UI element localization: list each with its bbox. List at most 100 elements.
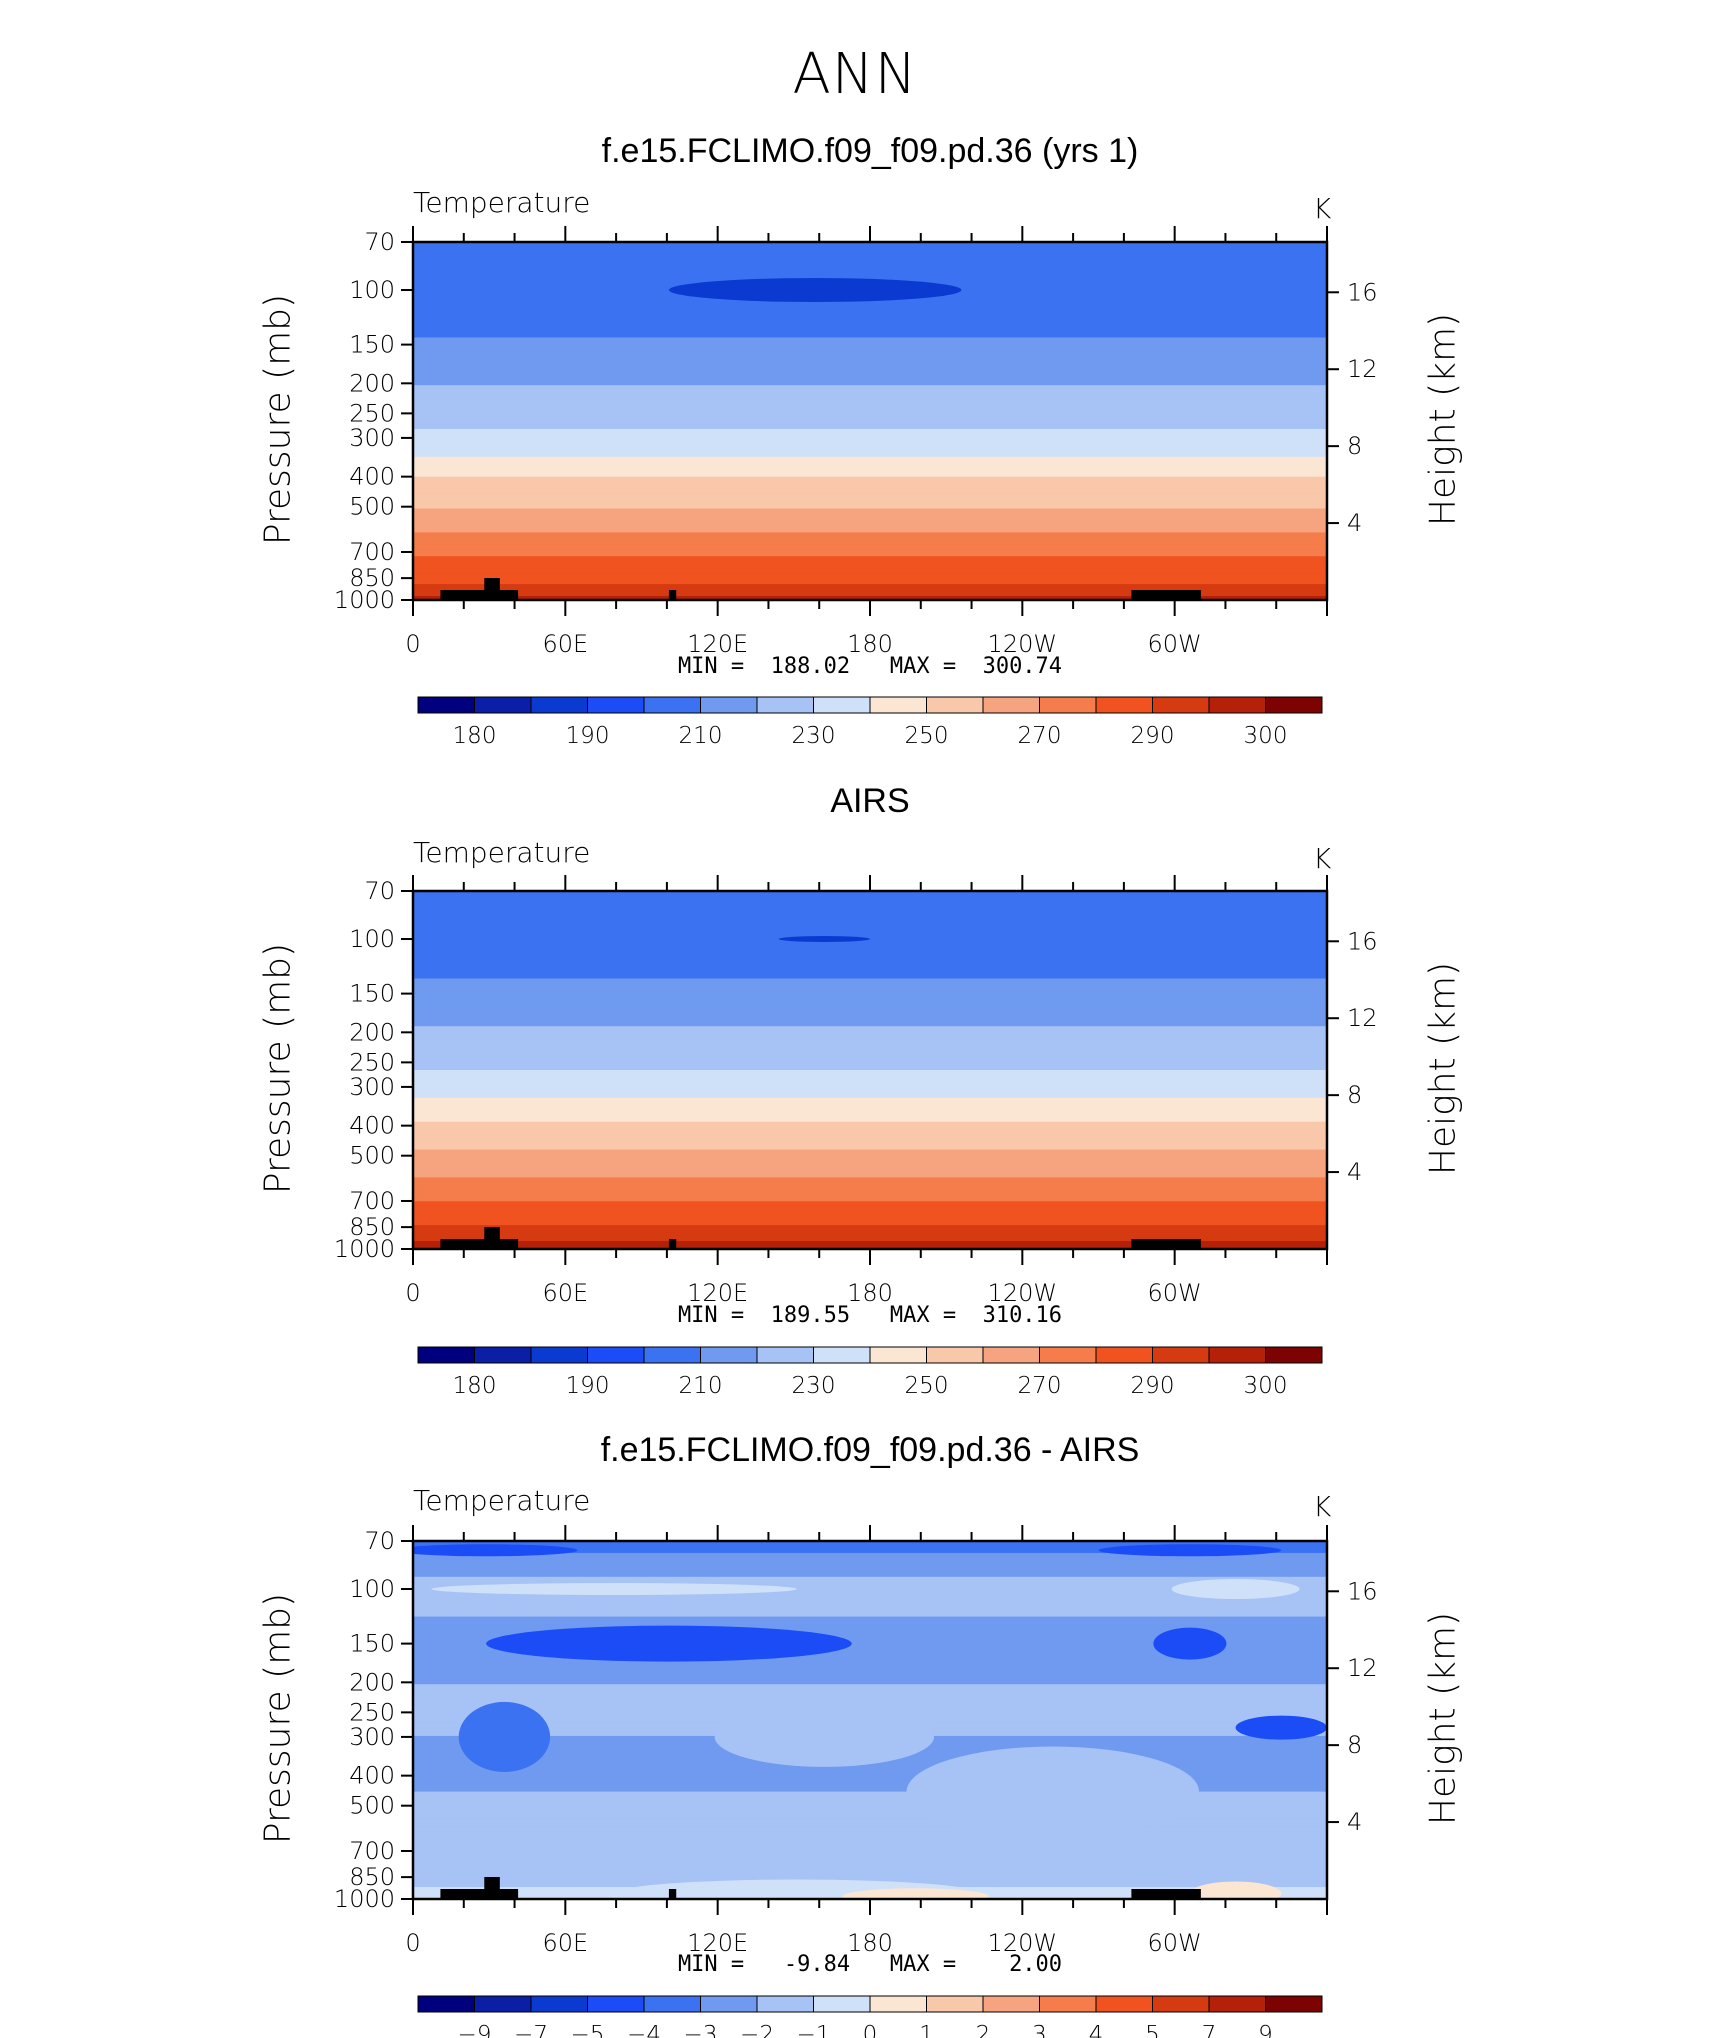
contour-band xyxy=(413,560,1327,565)
colorbar-label: 190 xyxy=(566,1373,610,1399)
contour-band xyxy=(413,1129,1327,1135)
contour-band xyxy=(413,1608,1327,1614)
topography-mask xyxy=(484,1877,500,1899)
y-tick-label: 150 xyxy=(349,1630,395,1658)
contour-band xyxy=(413,1541,1327,1546)
contour-band xyxy=(413,1791,1327,1797)
x-tick-label: 120E xyxy=(687,630,748,658)
contour-band xyxy=(413,1843,1327,1848)
contour-band xyxy=(413,1157,1327,1163)
y2-tick-label: 8 xyxy=(1347,432,1362,460)
contour-band xyxy=(413,1209,1327,1214)
contour-band xyxy=(413,1014,1327,1019)
contour-band xyxy=(413,1556,1327,1562)
contour-band xyxy=(413,1213,1327,1218)
colorbar-swatch xyxy=(417,1346,475,1364)
y-tick-label: 400 xyxy=(349,1112,395,1140)
contour-band xyxy=(413,568,1327,573)
colorbar-label: 300 xyxy=(1244,1373,1288,1399)
panel-title-2: AIRS xyxy=(830,782,910,820)
contour-band xyxy=(413,898,1327,904)
contour-band xyxy=(413,273,1327,279)
contour-band xyxy=(413,325,1327,331)
anomaly-region xyxy=(906,1746,1200,1837)
contour-band xyxy=(413,524,1327,529)
contour-band xyxy=(413,1592,1327,1598)
contour-band xyxy=(413,333,1327,339)
colorbar-swatch xyxy=(1095,1346,1153,1364)
contour-band xyxy=(413,1783,1327,1789)
x-tick-label: 120W xyxy=(988,1929,1058,1957)
contour-band xyxy=(413,1767,1327,1773)
contour-band xyxy=(413,1576,1327,1582)
contour-band xyxy=(413,1006,1327,1011)
contour-band xyxy=(413,1093,1327,1099)
colorbar-label: 250 xyxy=(905,1373,949,1399)
colorbar-label: 180 xyxy=(453,723,497,749)
y-tick-label: 500 xyxy=(349,493,395,521)
y2-tick-label: 4 xyxy=(1347,1158,1362,1186)
contour-band xyxy=(413,1580,1327,1586)
colorbar-swatch xyxy=(926,1995,984,2013)
colorbar-swatch xyxy=(1152,696,1210,714)
contour-band xyxy=(413,1564,1327,1570)
contour-band xyxy=(413,1588,1327,1594)
contour-band xyxy=(413,556,1327,561)
contour-band xyxy=(413,906,1327,912)
contour-band xyxy=(413,1165,1327,1171)
colorbar-3: −9 −7 −5 −4 −3 −2 −1 0 1 2 3 4 5 7 9 xyxy=(417,1995,1323,2038)
contour-band xyxy=(413,970,1327,976)
contour-band xyxy=(413,1062,1327,1067)
contour-band xyxy=(413,444,1327,450)
contour-band xyxy=(413,405,1327,410)
contour-band xyxy=(413,1640,1327,1646)
colorbar-swatch xyxy=(474,1995,532,2013)
contour-band xyxy=(413,1185,1327,1190)
contour-band xyxy=(413,1117,1327,1123)
colorbar-swatch xyxy=(813,1995,871,2013)
contour-band xyxy=(413,596,1327,600)
contour-band xyxy=(413,424,1327,430)
contour-band xyxy=(413,1696,1327,1701)
colorbar-swatch xyxy=(587,696,645,714)
contour-band xyxy=(413,1121,1327,1127)
units-label-3: K xyxy=(1313,1490,1332,1523)
contour-band xyxy=(413,361,1327,366)
contour-band xyxy=(413,1572,1327,1578)
field-label-2: Temperature xyxy=(413,836,591,869)
contour-band xyxy=(413,1010,1327,1015)
contour-band xyxy=(413,1811,1327,1817)
colorbar-swatch xyxy=(813,1346,871,1364)
contour-band xyxy=(413,1221,1327,1226)
y-tick-label: 200 xyxy=(349,369,395,397)
anomaly-region xyxy=(714,1706,934,1767)
colorbar-label: 270 xyxy=(1018,1373,1062,1399)
colorbar-swatch xyxy=(982,1346,1040,1364)
contour-band xyxy=(413,1229,1327,1234)
contour-band xyxy=(413,1779,1327,1785)
x-tick-label: 180 xyxy=(847,1929,893,1957)
contour-band xyxy=(413,1676,1327,1681)
contour-band xyxy=(413,1173,1327,1178)
colorbar-2: 180 190 210 230 250 270 290 300 xyxy=(417,1346,1323,1399)
contour-band xyxy=(413,588,1327,593)
colorbar-swatch xyxy=(982,696,1040,714)
page-title: ANN xyxy=(792,42,918,107)
contour-band xyxy=(413,409,1327,414)
colorbar-label: 210 xyxy=(679,1373,723,1399)
contour-band xyxy=(413,922,1327,928)
contour-band xyxy=(413,564,1327,569)
contour-band xyxy=(413,1847,1327,1852)
colorbar-label: −9 xyxy=(458,2022,492,2038)
contour-band xyxy=(413,576,1327,581)
x-tick-label: 60W xyxy=(1148,1929,1202,1957)
contour-band xyxy=(413,432,1327,438)
contour-band xyxy=(413,1700,1327,1705)
colorbar-swatch xyxy=(643,696,701,714)
colorbar-swatch xyxy=(756,1995,814,2013)
contour-band xyxy=(413,1109,1327,1115)
colorbar-swatch xyxy=(1039,696,1097,714)
contour-band xyxy=(413,329,1327,335)
